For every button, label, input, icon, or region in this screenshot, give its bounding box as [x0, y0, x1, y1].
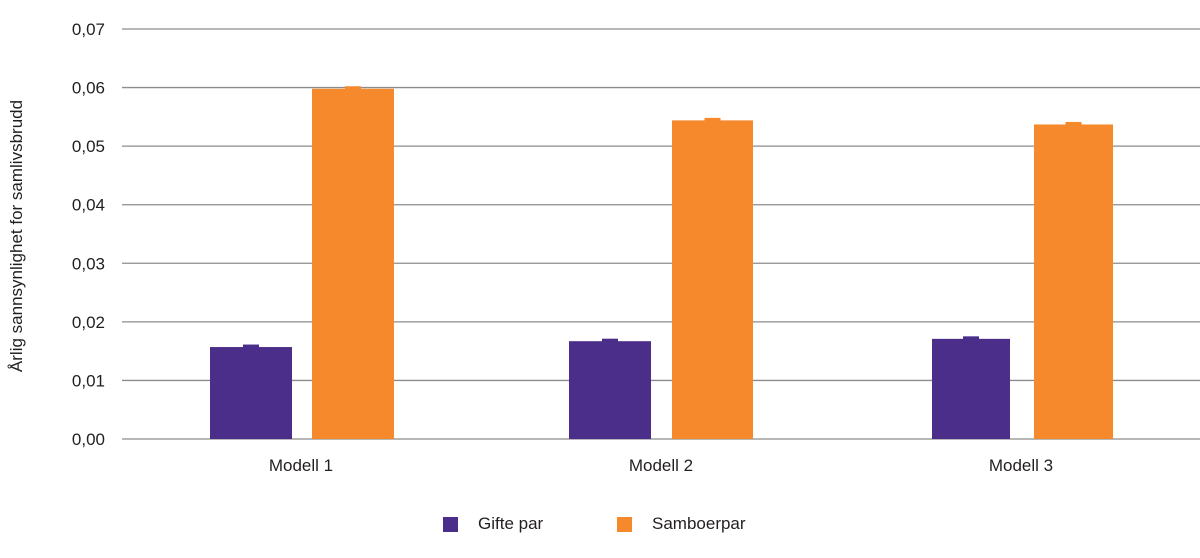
bar-gifte-par	[210, 347, 292, 439]
error-bar	[345, 86, 361, 90]
bar-gifte-par	[932, 338, 1010, 439]
legend-swatch-icon	[443, 516, 458, 532]
y-tick-label: 0,04	[72, 196, 105, 215]
x-category-label: Modell 3	[989, 456, 1053, 475]
y-tick-label: 0,01	[72, 371, 105, 390]
y-tick-label: 0,03	[72, 254, 105, 273]
bar-samboerpar	[672, 120, 753, 439]
y-tick-label: 0,07	[72, 20, 105, 39]
legend-item-samboerpar: Samboerpar	[617, 514, 746, 534]
legend-label: Gifte par	[478, 514, 544, 533]
y-tick-label: 0,02	[72, 313, 105, 332]
y-tick-label: 0,05	[72, 137, 105, 156]
bar-samboerpar	[1034, 124, 1113, 439]
error-bar	[963, 336, 979, 340]
y-tick-label: 0,00	[72, 430, 105, 449]
y-axis-label-text: Årlig sannsynlighet for samlivsbrudd	[7, 99, 26, 373]
legend-label: Samboerpar	[652, 514, 746, 533]
y-tick-label: 0,06	[72, 79, 105, 98]
error-bar	[243, 344, 259, 348]
legend: Gifte par Samboerpar	[0, 514, 1200, 544]
error-bar	[1065, 121, 1082, 125]
error-bar	[602, 338, 618, 342]
error-bar	[704, 117, 721, 121]
legend-swatch-icon	[617, 516, 632, 532]
x-category-label: Modell 1	[269, 456, 333, 475]
bar-gifte-par	[569, 341, 651, 439]
legend-item-gifte-par: Gifte par	[443, 514, 543, 534]
bar-samboerpar	[312, 88, 394, 439]
x-category-label: Modell 2	[629, 456, 693, 475]
